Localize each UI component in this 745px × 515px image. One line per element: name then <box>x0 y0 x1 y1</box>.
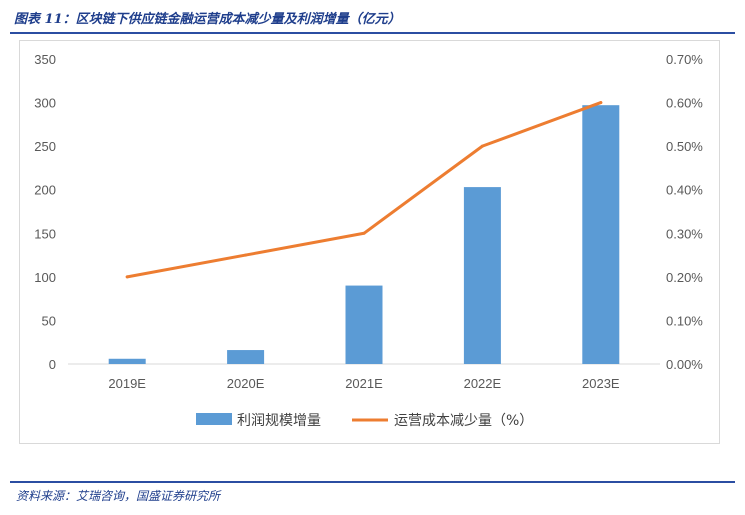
y-right-tick-label: 0.70% <box>666 52 703 67</box>
y-left-tick-label: 200 <box>34 183 56 198</box>
x-tick-label: 2020E <box>227 376 265 391</box>
line-point <box>599 101 603 105</box>
bar <box>227 350 265 364</box>
x-tick-label: 2022E <box>464 376 502 391</box>
y-right-tick-label: 0.30% <box>666 226 703 241</box>
bar <box>345 285 383 364</box>
bottom-rule <box>10 481 735 483</box>
y-left-tick-label: 100 <box>34 270 56 285</box>
x-tick-label: 2019E <box>108 376 146 391</box>
y-left-tick-label: 0 <box>49 357 56 372</box>
y-left-tick-label: 300 <box>34 96 56 111</box>
figure-title: 图表 11：区块链下供应链金融运营成本减少量及利润增量（亿元） <box>14 12 401 27</box>
line-point <box>125 275 129 279</box>
y-right-tick-label: 0.20% <box>666 270 703 285</box>
bar <box>582 105 620 364</box>
y-left-tick-label: 150 <box>34 226 56 241</box>
x-tick-label: 2021E <box>345 376 383 391</box>
y-left-tick-label: 350 <box>34 52 56 67</box>
y-right-tick-label: 0.10% <box>666 313 703 328</box>
top-rule <box>10 32 735 34</box>
legend-swatch-bar <box>196 413 232 425</box>
legend-label-bar: 利润规模增量 <box>237 413 321 429</box>
bar <box>463 187 501 364</box>
source-note: 资料来源：艾瑞咨询，国盛证券研究所 <box>16 489 221 503</box>
bar <box>108 358 146 364</box>
x-tick-label: 2023E <box>582 376 620 391</box>
y-right-tick-label: 0.00% <box>666 357 703 372</box>
y-right-tick-label: 0.50% <box>666 139 703 154</box>
line-point <box>480 144 484 148</box>
line-series <box>125 101 603 279</box>
line-point <box>244 253 248 257</box>
y-left-tick-label: 250 <box>34 139 56 154</box>
y-right-tick-label: 0.40% <box>666 183 703 198</box>
line-point <box>362 231 366 235</box>
legend-label-line: 运营成本减少量（%） <box>394 413 533 429</box>
y-right-tick-label: 0.60% <box>666 96 703 111</box>
y-left-tick-label: 50 <box>42 313 56 328</box>
